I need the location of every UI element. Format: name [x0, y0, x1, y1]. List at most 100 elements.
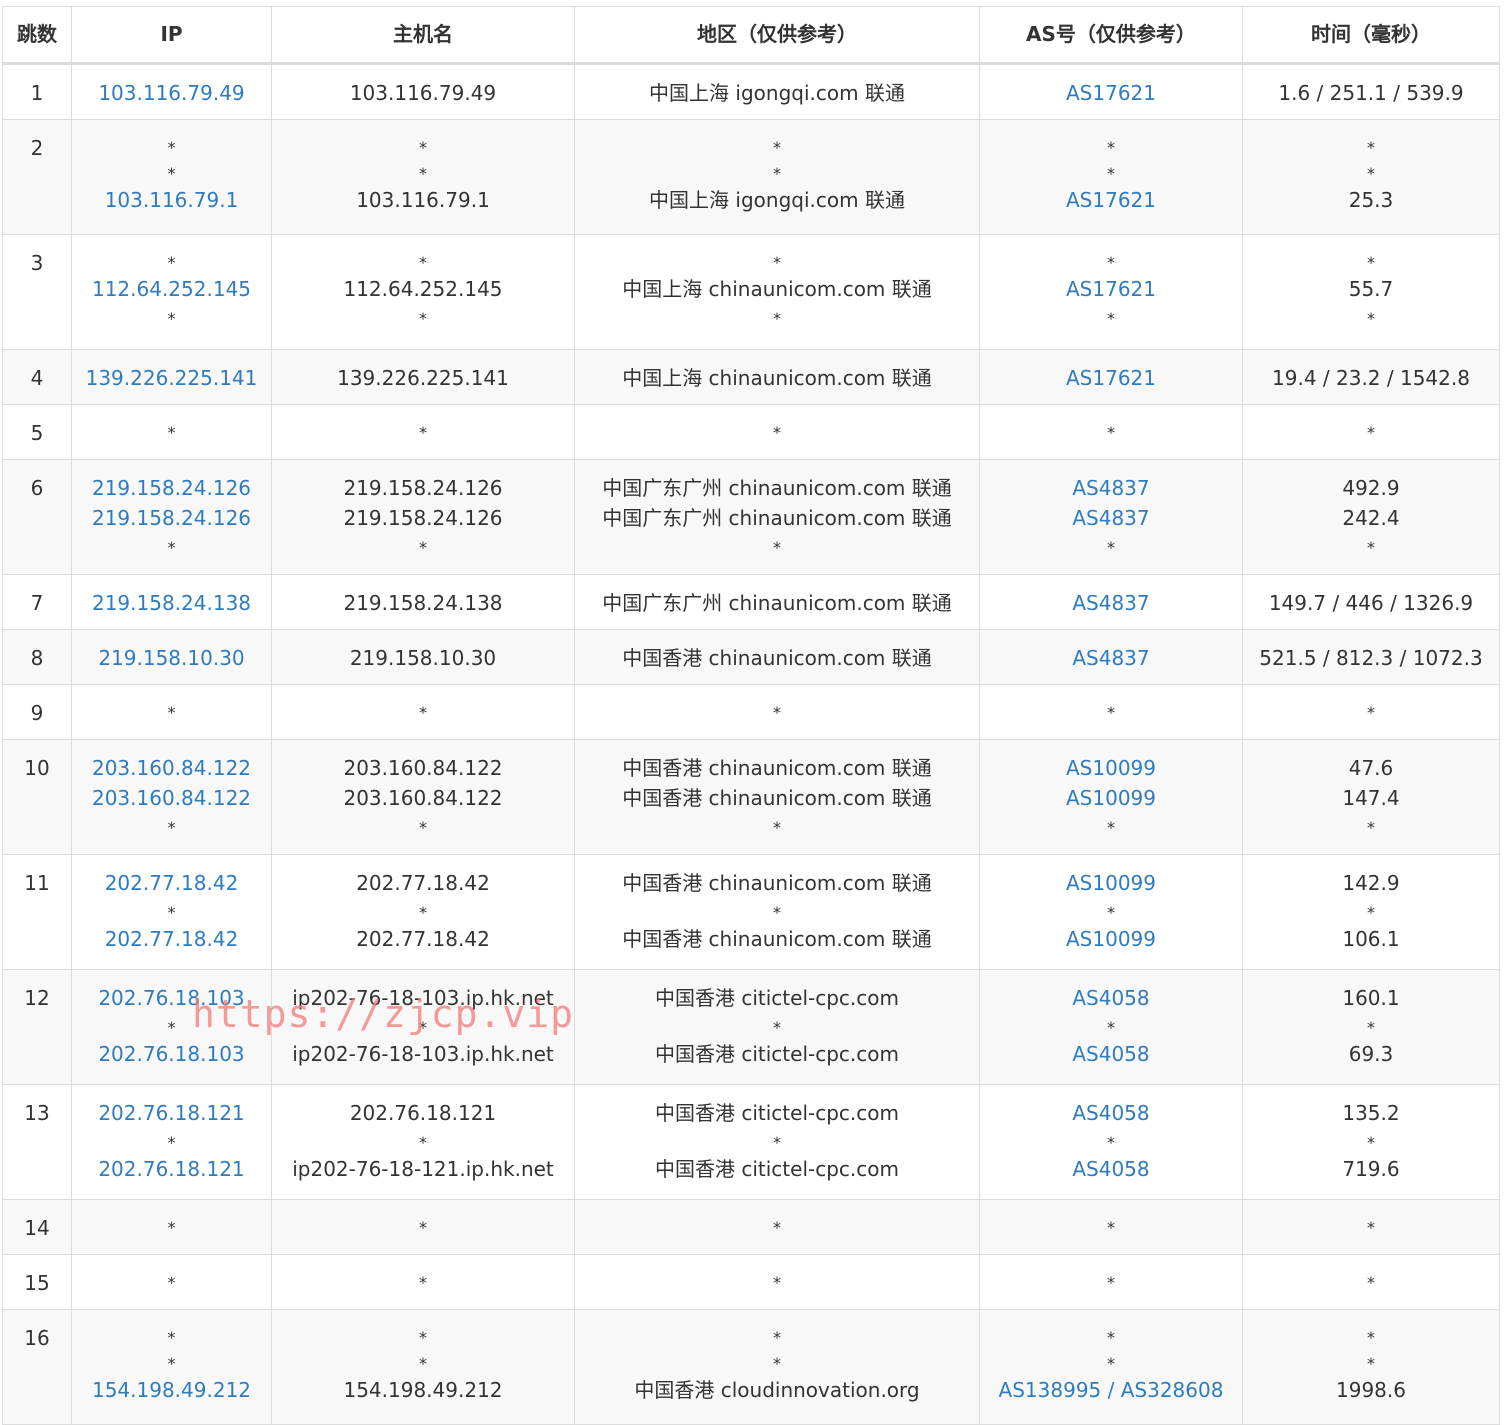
- timeout-marker: *: [1367, 309, 1375, 328]
- ip-link[interactable]: 139.226.225.141: [85, 366, 258, 390]
- hop-cell: 16: [2, 1309, 72, 1425]
- table-row: 10 203.160.84.122 203.160.84.122 * 203.160.8…: [2, 739, 1500, 855]
- time-value: 521.5 / 812.3 / 1072.3: [1259, 646, 1483, 670]
- ip-cell: * * 154.198.49.212: [71, 1309, 272, 1425]
- hop-number: 3: [30, 251, 44, 275]
- timeout-marker: *: [773, 1354, 781, 1373]
- ip-link[interactable]: 103.116.79.1: [104, 188, 239, 212]
- region-cell: *: [574, 1254, 980, 1310]
- ip-link[interactable]: 202.77.18.42: [104, 871, 239, 895]
- ip-link[interactable]: 219.158.24.138: [91, 591, 252, 615]
- header-ip: IP: [71, 6, 272, 65]
- as-link[interactable]: AS138995 / AS328608: [998, 1378, 1224, 1402]
- ip-cell: 202.77.18.42 * 202.77.18.42: [71, 854, 272, 970]
- time-value: 149.7 / 446 / 1326.9: [1268, 591, 1474, 615]
- ip-link[interactable]: 203.160.84.122: [91, 786, 252, 810]
- time-value: 492.9: [1342, 476, 1400, 500]
- as-link[interactable]: AS4058: [1072, 1157, 1150, 1181]
- as-link[interactable]: AS17621: [1066, 366, 1156, 390]
- ip-link[interactable]: 154.198.49.212: [91, 1378, 252, 1402]
- as-link[interactable]: AS17621: [1066, 188, 1156, 212]
- as-link[interactable]: AS17621: [1066, 81, 1156, 105]
- ip-link[interactable]: 219.158.10.30: [98, 646, 245, 670]
- as-link[interactable]: AS17621: [1066, 277, 1156, 301]
- host-value: 202.77.18.42: [356, 927, 490, 951]
- ip-link[interactable]: 219.158.24.126: [91, 476, 252, 500]
- as-link[interactable]: AS4837: [1072, 506, 1150, 530]
- time-cell: * * 25.3: [1242, 119, 1500, 235]
- host-cell: 219.158.24.126 219.158.24.126 *: [271, 459, 575, 575]
- time-value: 1998.6: [1336, 1378, 1406, 1402]
- host-value: 103.116.79.1: [356, 188, 490, 212]
- ip-link[interactable]: 203.160.84.122: [91, 756, 252, 780]
- ip-cell: 219.158.24.126 219.158.24.126 *: [71, 459, 272, 575]
- region-value: 中国广东广州 chinaunicom.com 联通: [602, 476, 952, 500]
- header-region: 地区（仅供参考）: [574, 6, 980, 65]
- hop-number: 15: [24, 1271, 50, 1295]
- time-cell: 135.2 * 719.6: [1242, 1084, 1500, 1200]
- table-row: 13 202.76.18.121 * 202.76.18.121 202.76.18.1…: [2, 1084, 1500, 1200]
- as-link[interactable]: AS4058: [1072, 1042, 1150, 1066]
- host-value: 112.64.252.145: [343, 277, 503, 301]
- table-row: 3 * 112.64.252.145 * * 112.64.252.145 * * 中国上海 c…: [2, 234, 1500, 350]
- hop-number: 13: [24, 1101, 50, 1125]
- host-cell: ip202-76-18-103.ip.hk.net * ip202-76-18-10…: [271, 969, 575, 1085]
- time-cell: * * 1998.6: [1242, 1309, 1500, 1425]
- ip-link[interactable]: 112.64.252.145: [91, 277, 252, 301]
- timeout-marker: *: [1107, 309, 1115, 328]
- ip-link[interactable]: 103.116.79.49: [98, 81, 245, 105]
- timeout-marker: *: [1107, 703, 1115, 722]
- as-link[interactable]: AS4837: [1072, 476, 1150, 500]
- timeout-marker: *: [773, 164, 781, 183]
- time-value: 160.1: [1342, 986, 1400, 1010]
- as-link[interactable]: AS10099: [1066, 871, 1156, 895]
- as-cell: AS17621: [979, 63, 1243, 120]
- region-value: 中国香港 citictel-cpc.com: [655, 1042, 899, 1066]
- timeout-marker: *: [1367, 538, 1375, 557]
- region-value: 中国上海 chinaunicom.com 联通: [622, 366, 932, 390]
- ip-link[interactable]: 219.158.24.126: [91, 506, 252, 530]
- host-value: 219.158.24.126: [343, 476, 503, 500]
- header-time: 时间（毫秒）: [1242, 6, 1500, 65]
- time-cell: 47.6 147.4 *: [1242, 739, 1500, 855]
- as-link[interactable]: AS4837: [1072, 646, 1150, 670]
- ip-cell: 202.76.18.121 * 202.76.18.121: [71, 1084, 272, 1200]
- time-cell: 142.9 * 106.1: [1242, 854, 1500, 970]
- host-value: 203.160.84.122: [343, 786, 503, 810]
- host-cell: 202.77.18.42 * 202.77.18.42: [271, 854, 575, 970]
- host-value: 219.158.10.30: [349, 646, 497, 670]
- as-link[interactable]: AS10099: [1066, 786, 1156, 810]
- region-cell: *: [574, 1199, 980, 1255]
- as-cell: AS4058 * AS4058: [979, 1084, 1243, 1200]
- as-link[interactable]: AS4058: [1072, 986, 1150, 1010]
- hop-number: 9: [30, 701, 44, 725]
- hop-number: 11: [24, 871, 50, 895]
- timeout-marker: *: [419, 538, 427, 557]
- timeout-marker: *: [1107, 164, 1115, 183]
- table-row: 16 * * 154.198.49.212 * * 154.198.49.212 * * 中国香港…: [2, 1309, 1500, 1425]
- hop-cell: 13: [2, 1084, 72, 1200]
- ip-link[interactable]: 202.77.18.42: [104, 927, 239, 951]
- timeout-marker: *: [773, 138, 781, 157]
- as-link[interactable]: AS4837: [1072, 591, 1150, 615]
- as-link[interactable]: AS4058: [1072, 1101, 1150, 1125]
- hop-number: 2: [30, 136, 44, 160]
- hop-number: 5: [30, 421, 44, 445]
- ip-link[interactable]: 202.76.18.103: [98, 986, 245, 1010]
- as-cell: AS4837: [979, 574, 1243, 630]
- ip-cell: *: [71, 1199, 272, 1255]
- host-value: 202.77.18.42: [356, 871, 490, 895]
- timeout-marker: *: [1367, 138, 1375, 157]
- as-link[interactable]: AS10099: [1066, 756, 1156, 780]
- time-cell: 521.5 / 812.3 / 1072.3: [1242, 629, 1500, 685]
- ip-link[interactable]: 202.76.18.121: [98, 1101, 245, 1125]
- ip-link[interactable]: 202.76.18.103: [98, 1042, 245, 1066]
- as-link[interactable]: AS10099: [1066, 927, 1156, 951]
- ip-cell: * * 103.116.79.1: [71, 119, 272, 235]
- region-cell: 中国香港 chinaunicom.com 联通: [574, 629, 980, 685]
- host-cell: *: [271, 404, 575, 460]
- hop-number: 14: [24, 1216, 50, 1240]
- timeout-marker: *: [167, 1018, 176, 1037]
- region-value: 中国香港 chinaunicom.com 联通: [622, 927, 932, 951]
- ip-link[interactable]: 202.76.18.121: [98, 1157, 245, 1181]
